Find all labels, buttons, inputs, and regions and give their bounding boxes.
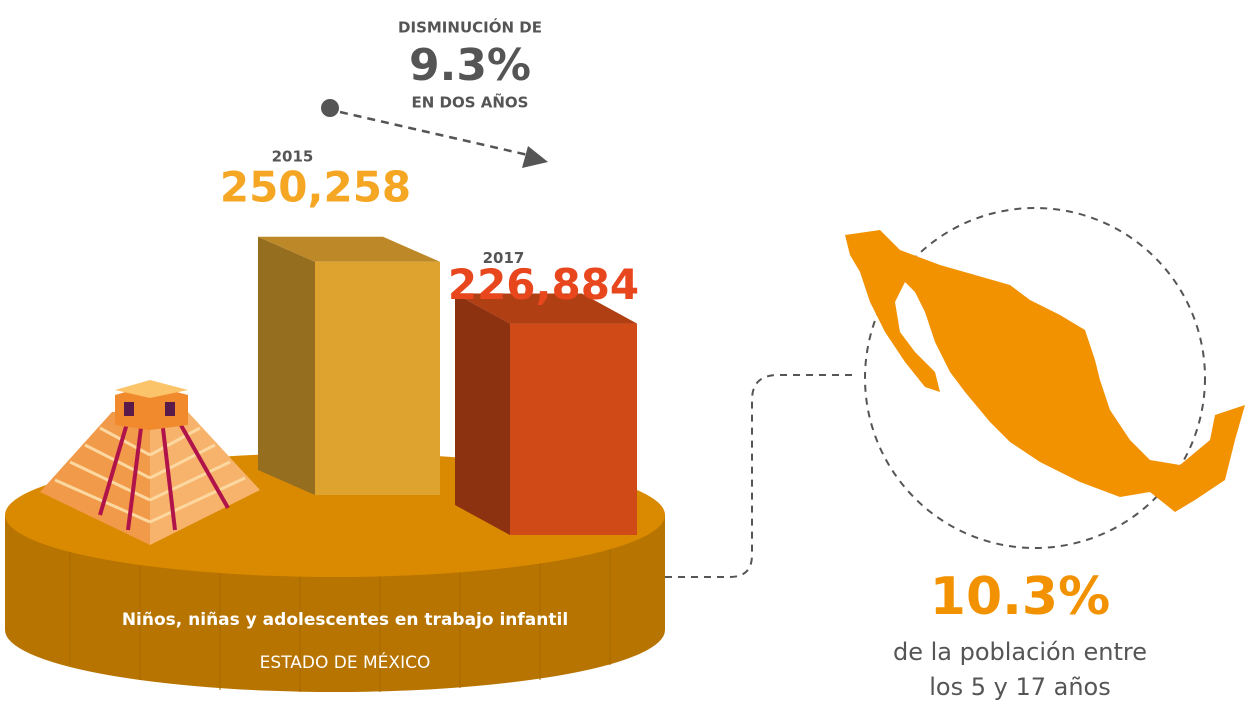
national-text: los 5 y 17 años (929, 673, 1111, 701)
national-value: 10.3% (930, 567, 1110, 627)
change-label-top: DISMINUCIÓN DE (398, 18, 542, 37)
chart-subtitle: ESTADO DE MÉXICO (260, 651, 431, 673)
bar-category: 2015 (272, 147, 314, 165)
bar-side-shade (258, 236, 315, 496)
chart-title: Niños, niñas y adolescentes en trabajo i… (122, 610, 568, 630)
bar-side (258, 236, 315, 496)
bar-value-label: 226,884 (448, 260, 639, 309)
pyramid (40, 380, 260, 545)
change-value: 9.3% (409, 40, 531, 91)
bar-top (455, 293, 637, 324)
bar-side (455, 293, 510, 535)
map-circle (864, 207, 1206, 549)
bar-category: 2017 (483, 249, 525, 267)
connector (665, 374, 858, 578)
arrow-start (321, 99, 339, 117)
change-label-bottom: EN DOS AÑOS (412, 93, 529, 112)
bar-top-shade (455, 293, 637, 324)
bar-top-shade (258, 236, 440, 262)
mexico-map (845, 230, 1245, 512)
bar-side-shade (455, 293, 510, 535)
bar-top (258, 236, 440, 262)
disc-ribs (69, 545, 611, 692)
bar (510, 323, 637, 535)
bar (315, 261, 440, 495)
national-text: de la población entre (893, 638, 1147, 666)
arrow-line (339, 110, 529, 157)
bar-value-label: 250,258 (220, 162, 411, 211)
arrow-head (522, 146, 548, 168)
